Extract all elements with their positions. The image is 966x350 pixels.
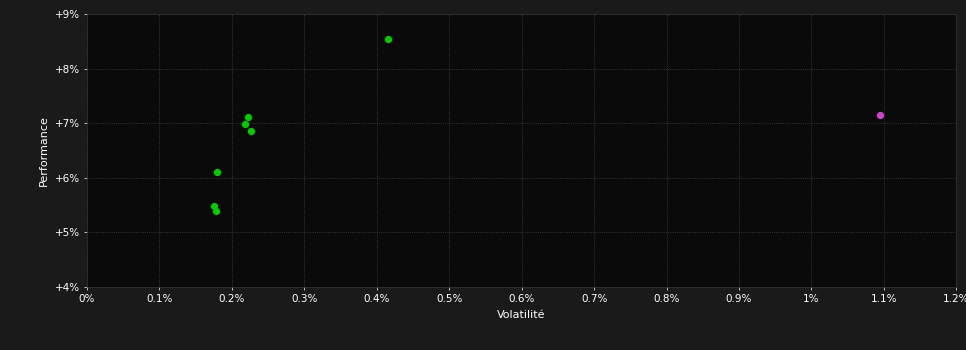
Point xyxy=(243,128,259,134)
Point xyxy=(241,114,256,119)
Point xyxy=(380,36,395,41)
Point xyxy=(872,112,888,118)
Point xyxy=(206,203,221,209)
Point xyxy=(209,208,224,213)
X-axis label: Volatilité: Volatilité xyxy=(497,309,546,320)
Point xyxy=(238,121,253,127)
Point xyxy=(210,169,225,175)
Y-axis label: Performance: Performance xyxy=(40,115,49,186)
